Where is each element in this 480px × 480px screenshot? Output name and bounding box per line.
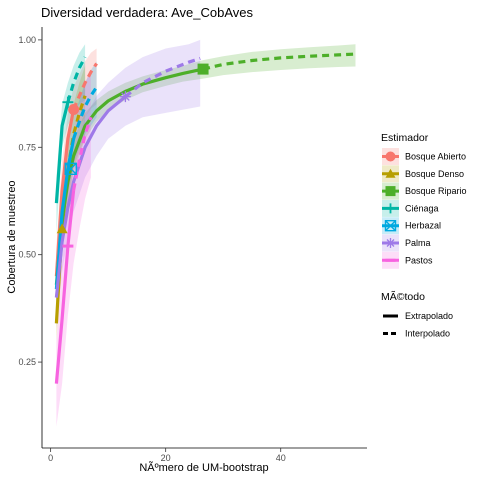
line-extrap-herbazal — [72, 86, 98, 140]
x-tick-label: 0 — [48, 453, 53, 463]
legend-label: Ciénaga — [405, 203, 439, 213]
legend-item-pastos: Pastos — [382, 251, 433, 269]
legend-method-interpolado: Interpolado — [383, 329, 450, 339]
legend-item-palma: Palma — [382, 234, 431, 252]
line-interp-cienaga — [54, 101, 70, 204]
legend-item-herbazal: Herbazal — [382, 217, 441, 235]
legend-label: Bosque Abierto — [405, 152, 466, 162]
line-interp-bosque-ripario — [54, 67, 204, 285]
line-extrap-palma — [124, 56, 201, 98]
legend-label: Palma — [405, 238, 431, 248]
legend-key-marker — [385, 186, 396, 197]
legend-method-label: Interpolado — [405, 329, 450, 339]
legend-estimator-title: Estimador — [381, 132, 429, 144]
y-tick-label: 0.50 — [18, 250, 36, 260]
legend-method: MÃ©todo Extrapolado Interpolado — [381, 290, 453, 339]
x-axis-ticks: 0 20 40 — [48, 448, 286, 463]
legend-item-bosque-ripario: Bosque Ripario — [382, 182, 467, 200]
legend-label: Herbazal — [405, 221, 441, 231]
plot-panel — [54, 39, 356, 427]
legend-item-cienaga: Ciénaga — [382, 199, 439, 217]
observed-points — [56, 63, 209, 248]
chart-title: Diversidad verdadera: Ave_CobAves — [41, 5, 253, 20]
line-extrap-bosque-abierto — [72, 62, 98, 111]
legend-method-title: MÃ©todo — [381, 290, 425, 303]
line-extrap-bosque-ripario — [202, 52, 356, 71]
series-lines — [54, 52, 356, 384]
x-tick-label: 40 — [276, 453, 286, 463]
legend-method-label: Extrapolado — [405, 311, 453, 321]
y-tick-label: 0.75 — [18, 142, 36, 152]
point-bosque-ripario — [197, 63, 209, 75]
x-tick-label: 20 — [161, 453, 171, 463]
y-axis-ticks: 0.25 0.50 0.75 1.00 — [18, 35, 42, 367]
legend-item-bosque-abierto: Bosque Abierto — [382, 148, 466, 165]
point-herbazal — [64, 162, 77, 175]
line-extrap-pastos — [72, 116, 93, 191]
line-extrap-cienaga — [66, 56, 87, 103]
legend-key-marker — [385, 151, 396, 162]
legend-estimator: Estimador Bosque Abierto Bosque Denso Bosq… — [381, 132, 467, 269]
legend-key-marker — [385, 238, 396, 248]
ci-band-bosque-abierto — [56, 48, 97, 307]
legend-label: Bosque Denso — [405, 169, 464, 179]
point-palma — [119, 91, 131, 103]
legend-method-extrapolado: Extrapolado — [383, 311, 453, 321]
ci-band-bosque-ripario — [56, 44, 356, 307]
y-tick-label: 1.00 — [18, 35, 36, 45]
ci-band-cienaga — [56, 44, 86, 234]
legend-key-marker — [384, 220, 397, 232]
line-interp-herbazal — [54, 138, 76, 290]
legend-label: Bosque Ripario — [405, 186, 467, 196]
legend-key-marker — [385, 203, 396, 214]
ci-band-bosque-denso — [56, 65, 86, 341]
x-axis-label: NÃºmero de UM-bootstrap — [139, 461, 268, 474]
legend-label: Pastos — [405, 255, 433, 265]
line-interp-pastos — [54, 190, 76, 384]
confidence-bands — [56, 39, 356, 427]
point-bosque-denso — [56, 223, 68, 234]
legend-key-marker — [385, 168, 396, 178]
ci-band-palma — [56, 39, 201, 328]
point-bosque-abierto — [68, 103, 80, 115]
point-cienaga — [62, 96, 74, 108]
y-axis-label: Cobertura de muestreo — [6, 180, 18, 293]
legend-item-bosque-denso: Bosque Denso — [382, 165, 464, 183]
y-tick-label: 0.25 — [18, 357, 36, 367]
